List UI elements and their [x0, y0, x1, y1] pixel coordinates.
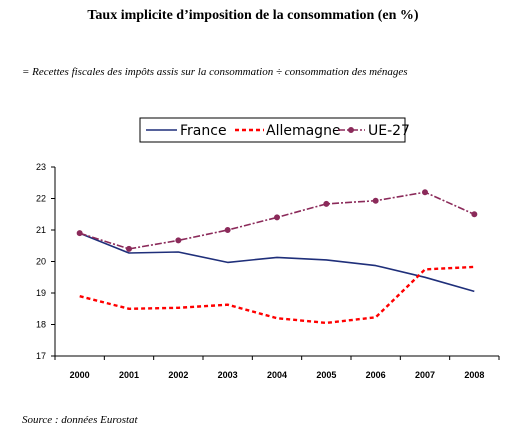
legend-label-ue27: UE-27	[368, 123, 410, 139]
x-tick-label: 2005	[316, 370, 336, 380]
y-tick-label: 23	[36, 162, 46, 172]
data-point-ue27	[323, 200, 330, 207]
y-tick-label: 22	[36, 194, 46, 204]
legend-label-allemagne: Allemagne	[266, 123, 341, 139]
data-point-ue27	[76, 230, 83, 237]
data-point-ue27	[126, 245, 132, 252]
legend-label-france: France	[180, 123, 227, 139]
x-tick-label: 2001	[119, 370, 139, 380]
data-point-ue27	[372, 197, 379, 204]
y-tick-label: 18	[36, 320, 46, 330]
x-tick-label: 2008	[464, 370, 484, 380]
legend: France Allemagne UE-27	[139, 117, 410, 143]
data-point-ue27	[175, 237, 182, 244]
data-point-ue27	[471, 211, 478, 218]
y-tick-label: 19	[36, 288, 46, 298]
series-group	[76, 189, 478, 325]
series-line-allemagne	[79, 265, 475, 325]
y-tick-label: 17	[36, 351, 46, 361]
x-tick-label: 2002	[168, 370, 188, 380]
x-tick-label: 2003	[218, 370, 238, 380]
x-tick-label: 2000	[70, 370, 90, 380]
series-line-ue27	[79, 191, 475, 250]
data-point-ue27	[422, 189, 428, 196]
data-point-ue27	[274, 214, 280, 221]
series-line-france	[79, 232, 475, 293]
x-tick-label: 2007	[415, 370, 435, 380]
axes: 17 18 19 20 21 22 23 2000 2001 2002 2003 2004 2005 20…	[36, 162, 500, 380]
data-point-ue27	[224, 227, 231, 233]
x-tick-label: 2004	[267, 370, 287, 380]
x-tick-label: 2006	[366, 370, 386, 380]
chart-subtitle: = Recettes fiscales des impôts assis sur…	[22, 66, 408, 78]
y-tick-label: 21	[36, 225, 46, 235]
chart-title: Taux implicite d’imposition de la consom…	[87, 8, 419, 23]
y-tick-label: 20	[36, 257, 46, 267]
legend-marker-ue27	[348, 127, 354, 133]
source-note: Source : données Eurostat	[22, 414, 138, 426]
